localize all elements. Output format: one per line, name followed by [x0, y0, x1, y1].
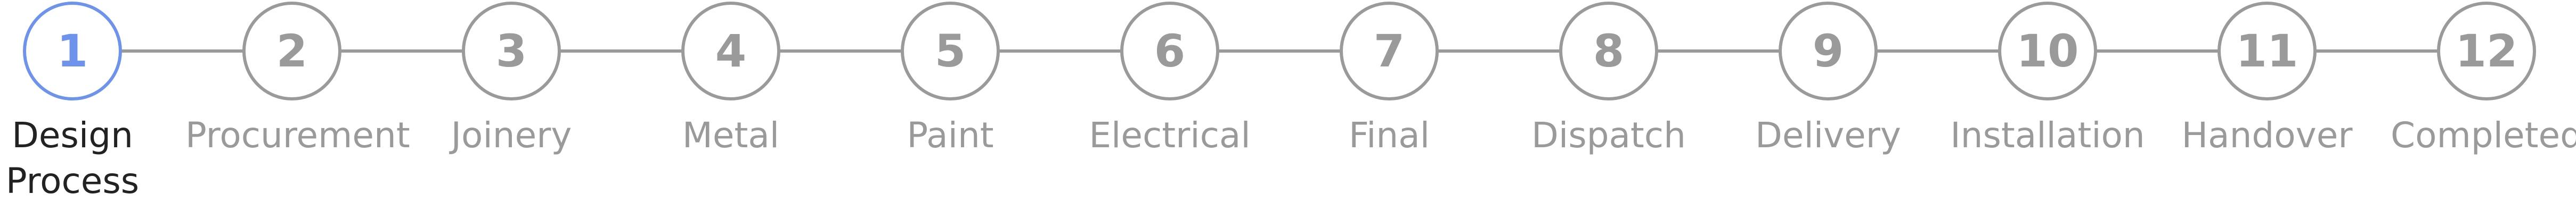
- step-label: Handover: [2181, 115, 2353, 156]
- step-label: Completed: [2391, 115, 2576, 156]
- step-number: 9: [1812, 25, 1844, 77]
- step-number: 11: [2236, 25, 2298, 77]
- step-delivery[interactable]: 9 Delivery: [1722, 0, 1935, 219]
- step-label: Procurement: [185, 115, 410, 156]
- step-dispatch[interactable]: 8 Dispatch: [1502, 0, 1715, 219]
- step-handover[interactable]: 11 Handover: [2161, 0, 2374, 219]
- step-installation[interactable]: 10 Installation: [1941, 0, 2154, 219]
- step-label: Electrical: [1089, 115, 1251, 156]
- step-label: Metal: [682, 115, 780, 156]
- step-connector: [121, 49, 243, 53]
- step-number: 1: [56, 25, 88, 77]
- step-label: Installation: [1950, 115, 2145, 156]
- step-completed[interactable]: 12 Completed: [2380, 0, 2576, 219]
- step-label: Design Process: [5, 115, 140, 201]
- step-circle[interactable]: 10: [1998, 2, 2097, 100]
- step-number: 8: [1593, 25, 1625, 77]
- step-connector: [560, 49, 682, 53]
- step-connector: [999, 49, 1121, 53]
- step-circle[interactable]: 12: [2437, 2, 2536, 100]
- step-number: 4: [715, 25, 747, 77]
- step-label: Final: [1348, 115, 1430, 156]
- step-number: 2: [276, 25, 308, 77]
- step-label: Joinery: [451, 115, 572, 156]
- step-joinery[interactable]: 3 Joinery: [405, 0, 618, 219]
- step-circle[interactable]: 8: [1559, 2, 1658, 100]
- step-procurement[interactable]: 2 Procurement: [185, 0, 410, 219]
- step-number: 5: [934, 25, 966, 77]
- step-circle[interactable]: 7: [1340, 2, 1439, 100]
- step-number: 12: [2455, 25, 2518, 77]
- step-circle[interactable]: 6: [1120, 2, 1219, 100]
- step-circle[interactable]: 11: [2218, 2, 2317, 100]
- step-label: Delivery: [1755, 115, 1901, 156]
- step-circle[interactable]: 4: [681, 2, 780, 100]
- step-connector: [1438, 49, 1560, 53]
- step-circle[interactable]: 2: [242, 2, 341, 100]
- step-metal[interactable]: 4 Metal: [624, 0, 837, 219]
- step-circle[interactable]: 5: [901, 2, 1000, 100]
- step-connector: [1658, 49, 1779, 53]
- step-circle[interactable]: 3: [462, 2, 561, 100]
- step-number: 3: [495, 25, 527, 77]
- step-connector: [341, 49, 462, 53]
- step-connector: [780, 49, 901, 53]
- step-connector: [2316, 49, 2438, 53]
- step-label: Dispatch: [1531, 115, 1686, 156]
- step-number: 7: [1373, 25, 1405, 77]
- step-connector: [1877, 49, 1999, 53]
- step-electrical[interactable]: 6 Electrical: [1063, 0, 1276, 219]
- step-circle[interactable]: 9: [1779, 2, 1878, 100]
- step-connector: [1219, 49, 1340, 53]
- step-design-process[interactable]: 1 Design Process: [0, 0, 179, 219]
- step-label: Paint: [907, 115, 994, 156]
- step-number: 10: [2016, 25, 2079, 77]
- step-number: 6: [1154, 25, 1186, 77]
- step-circle[interactable]: 1: [23, 2, 122, 100]
- step-final[interactable]: 7 Final: [1283, 0, 1496, 219]
- step-paint[interactable]: 5 Paint: [844, 0, 1057, 219]
- step-connector: [2097, 49, 2218, 53]
